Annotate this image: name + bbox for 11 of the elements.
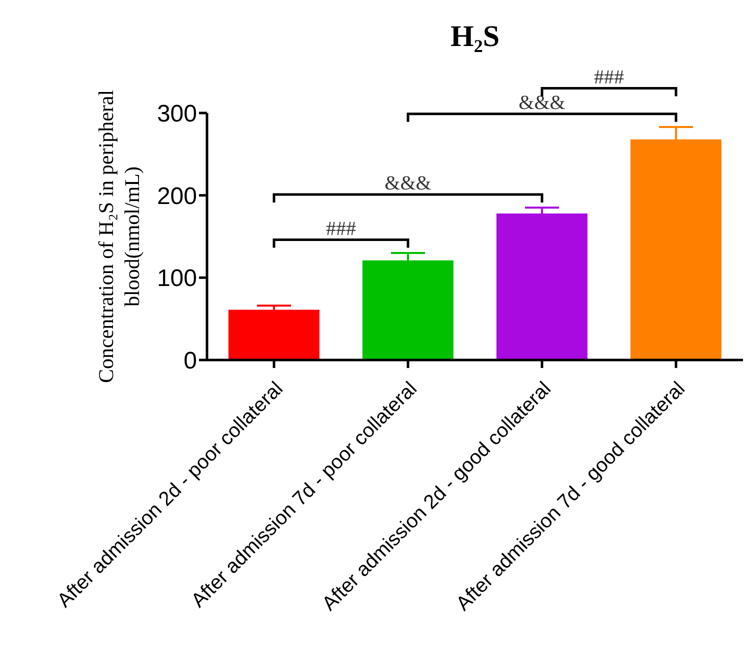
y-tick-label: 300 [156,100,197,128]
annotation: &&& [384,172,432,195]
y-axis-title: Concentration of H₂S in peripheral blood(nmol/mL) [94,90,144,384]
y-tick-label: 0 [184,348,197,375]
text: ### [594,66,624,88]
chart-title: H₂S [450,20,500,53]
y-tick-label: 200 [156,182,197,210]
annotation: &&& [518,92,566,114]
y-tick-label: 100 [156,265,197,292]
bar [228,310,320,360]
annotation: ### [326,218,356,240]
